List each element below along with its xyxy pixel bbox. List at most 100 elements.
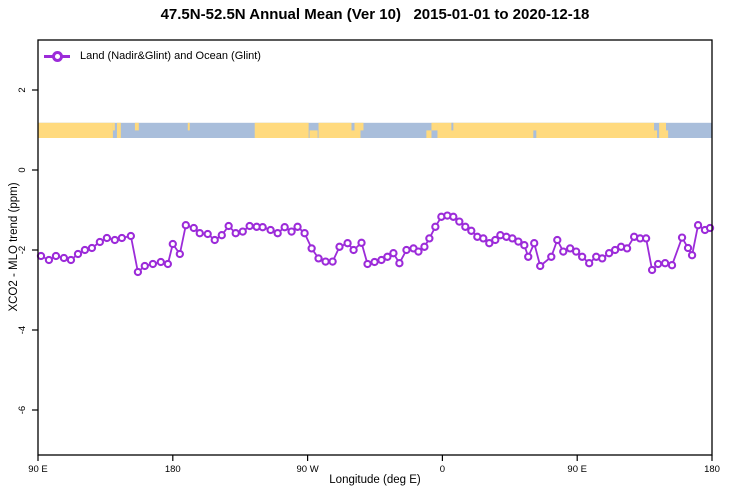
map-speckle xyxy=(431,122,438,131)
data-point-marker xyxy=(431,222,440,231)
y-tick-label: -2 xyxy=(17,246,28,254)
map-speckle xyxy=(351,130,355,138)
data-point-marker xyxy=(553,235,562,245)
x-tick-label: 180 xyxy=(704,464,720,475)
data-point-marker xyxy=(126,231,136,241)
data-point-marker xyxy=(307,244,316,253)
data-point-marker xyxy=(395,259,404,268)
data-point-marker xyxy=(653,259,663,269)
data-point-marker xyxy=(479,234,488,243)
data-point-marker xyxy=(604,249,614,258)
data-point-marker xyxy=(314,254,323,263)
legend-line-marker xyxy=(44,50,70,62)
data-point-marker xyxy=(140,261,149,271)
data-point-marker xyxy=(335,242,344,251)
data-point-marker xyxy=(102,233,112,243)
plot-frame xyxy=(37,39,713,456)
land-segment xyxy=(659,122,667,138)
x-tick-label: 180 xyxy=(165,464,181,475)
data-point-marker xyxy=(44,255,54,265)
x-tick-label: 90 E xyxy=(567,464,587,475)
land-segment xyxy=(354,122,361,138)
data-point-marker xyxy=(66,255,76,265)
data-point-marker xyxy=(547,252,556,261)
data-point-marker xyxy=(59,253,69,263)
data-point-marker xyxy=(508,234,517,243)
data-point-marker xyxy=(168,239,177,249)
data-point-marker xyxy=(641,234,651,243)
map-speckle xyxy=(666,130,669,138)
data-point-marker xyxy=(585,259,594,268)
data-point-marker xyxy=(370,257,379,267)
data-point-marker xyxy=(377,255,386,265)
y-axis: 2 0 -2 -4 -6 xyxy=(17,87,38,414)
data-point-marker xyxy=(467,226,476,235)
data-point-marker xyxy=(80,245,90,255)
data-point-marker xyxy=(280,223,289,232)
map-speckle xyxy=(309,130,318,138)
data-point-marker xyxy=(357,238,366,247)
data-point-marker xyxy=(566,244,575,253)
map-speckle xyxy=(654,130,658,138)
land-segment xyxy=(254,122,309,138)
data-point-marker xyxy=(36,251,46,261)
land-segment xyxy=(437,122,655,138)
data-point-marker xyxy=(224,221,233,231)
data-point-marker xyxy=(210,235,219,245)
data-point-marker xyxy=(343,239,352,248)
map-speckle xyxy=(533,130,537,138)
data-point-marker xyxy=(461,222,470,231)
y-tick-label: -4 xyxy=(17,326,28,334)
data-point-marker xyxy=(110,235,119,245)
data-point-marker xyxy=(51,251,61,261)
data-point-marker xyxy=(133,267,143,277)
data-point-marker xyxy=(203,229,212,239)
data-point-marker xyxy=(231,229,240,238)
data-point-marker xyxy=(349,245,358,255)
data-point-marker xyxy=(598,254,607,263)
land-segment xyxy=(38,122,113,138)
map-speckle xyxy=(112,122,115,131)
data-point-marker xyxy=(414,247,423,256)
data-point-marker xyxy=(148,259,158,269)
data-point-marker xyxy=(610,245,620,255)
map-speckle xyxy=(451,122,454,131)
data-point-marker xyxy=(402,245,411,255)
chart-title: 47.5N-52.5N Annual Mean (Ver 10) 2015-01… xyxy=(160,6,590,23)
data-point-marker xyxy=(328,257,337,266)
data-point-marker xyxy=(449,212,458,221)
y-tick-label: -6 xyxy=(17,406,28,414)
data-point-marker xyxy=(683,243,693,253)
data-point-marker xyxy=(117,233,127,243)
data-point-marker xyxy=(420,242,429,251)
map-speckle xyxy=(187,122,190,131)
data-point-marker xyxy=(491,235,500,245)
data-point-marker xyxy=(287,227,296,236)
data-point-marker xyxy=(87,243,97,253)
data-point-marker xyxy=(321,257,330,266)
data-point-marker xyxy=(677,233,687,242)
y-tick-label: 2 xyxy=(17,87,28,92)
land-segment xyxy=(318,122,352,138)
data-point-marker xyxy=(363,259,372,269)
data-point-marker xyxy=(238,227,247,236)
data-point-marker xyxy=(485,239,494,248)
land-ocean-map-strip xyxy=(38,122,712,138)
legend-label: Land (Nadir&Glint) and Ocean (Glint) xyxy=(80,50,261,62)
data-point-marker xyxy=(293,222,302,231)
x-axis-title: Longitude (deg E) xyxy=(329,474,421,486)
data-point-marker xyxy=(383,252,392,261)
data-point-marker xyxy=(189,223,198,233)
data-point-marker xyxy=(425,234,434,243)
data-point-marker xyxy=(245,221,254,231)
data-point-marker xyxy=(524,252,533,261)
data-point-marker xyxy=(572,247,581,256)
data-point-marker xyxy=(73,249,83,259)
data-point-marker xyxy=(693,221,703,230)
data-point-marker xyxy=(559,247,568,256)
data-point-marker xyxy=(530,239,539,248)
x-tick-label: 0 xyxy=(440,464,445,475)
data-point-marker xyxy=(389,249,398,258)
data-point-marker xyxy=(156,257,165,267)
